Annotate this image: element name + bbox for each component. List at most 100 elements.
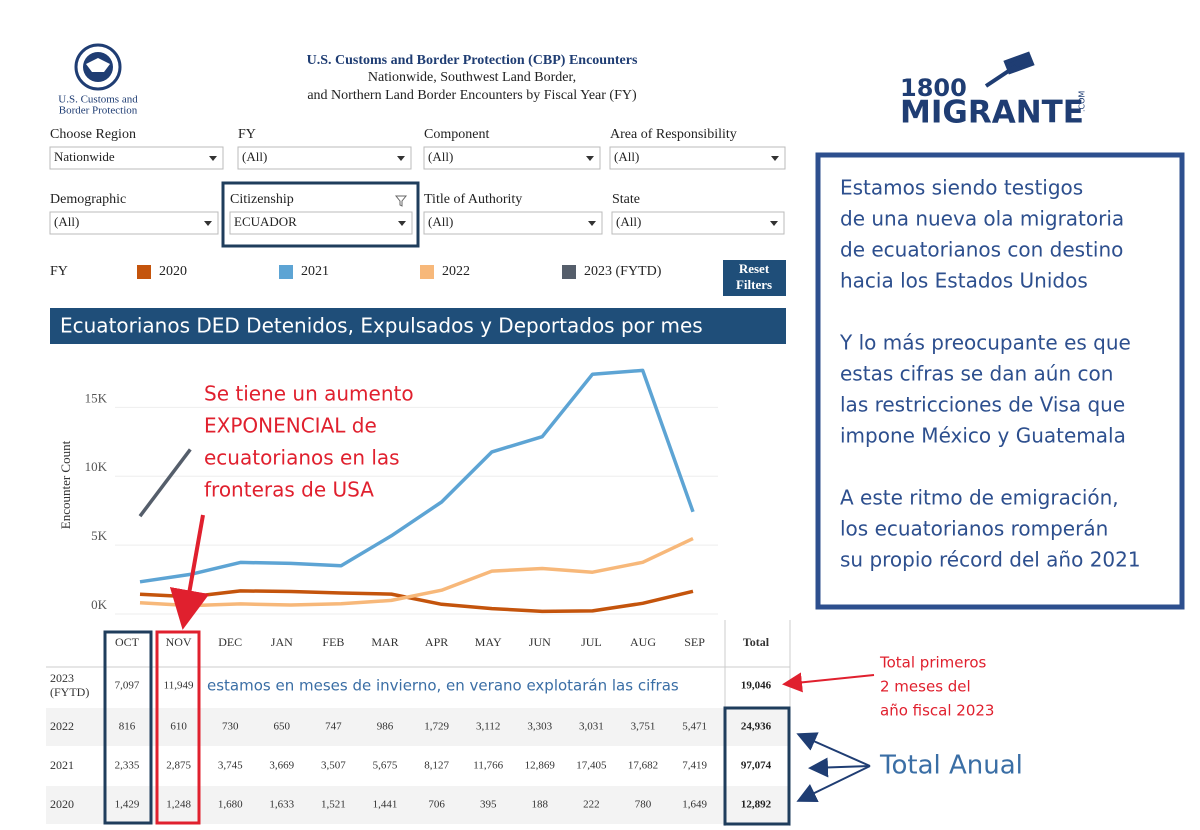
filter-label: State	[612, 192, 640, 207]
filter-dropdown[interactable]: Nationwide	[49, 146, 224, 170]
column-header: Total	[743, 635, 770, 649]
annotation-arrow	[808, 757, 871, 778]
dropdown-arrow	[398, 221, 406, 226]
filter-dropdown[interactable]: (All)	[423, 146, 601, 170]
filter-dropdown[interactable]: (All)	[609, 146, 786, 170]
report-subtitle: and Northern Land Border Encounters by F…	[307, 88, 637, 103]
table-cell: 188	[532, 799, 549, 811]
annotation-arrow	[782, 672, 875, 693]
table-cell: 12,869	[525, 760, 556, 772]
table-cell: 1,441	[373, 799, 398, 811]
table-cell: 5,675	[373, 760, 398, 772]
nov-highlight	[155, 630, 201, 825]
table-cell: 11,949	[164, 680, 194, 692]
table-cell: 3,669	[269, 760, 294, 772]
annotation-arrow	[796, 732, 871, 767]
dropdown-box	[49, 146, 224, 170]
dropdown-box	[611, 211, 785, 235]
dropdown-value: (All)	[242, 149, 267, 164]
y-tick-label: 10K	[85, 459, 108, 474]
agency-name: U.S. Customs and	[58, 94, 138, 106]
row-label: 2023	[50, 671, 74, 685]
table-cell: 3,031	[579, 721, 604, 733]
legend-label: 2020	[159, 264, 187, 279]
brand-name: MIGRANTE	[900, 95, 1084, 131]
chart-annotation: fronteras de USA	[204, 478, 374, 502]
side-text: su propio récord del año 2021	[840, 548, 1141, 572]
oct-highlight	[103, 630, 153, 825]
row-label: 2020	[50, 797, 74, 811]
filter-dropdown[interactable]: (All)	[237, 146, 412, 170]
seal-eagle	[86, 58, 110, 72]
chart-annotation: EXPONENCIAL de	[204, 414, 377, 438]
table-cell: 17,405	[576, 760, 607, 772]
legend-swatch	[420, 265, 434, 279]
y-tick-label: 15K	[85, 390, 108, 405]
filter-label: Area of Responsibility	[610, 127, 737, 142]
table-cell: 1,680	[218, 799, 243, 811]
table-cell: 986	[377, 721, 394, 733]
legend-label: 2023 (FYTD)	[584, 264, 662, 279]
row-note: estamos en meses de invierno, en verano …	[207, 677, 679, 695]
table-cell: 7,419	[682, 760, 707, 772]
table-cell: 1,429	[115, 799, 140, 811]
table-cell: 1,729	[424, 721, 449, 733]
side-text: Estamos siendo testigos	[840, 176, 1083, 200]
dropdown-arrow	[770, 221, 778, 226]
side-box	[815, 152, 1185, 610]
dropdown-box	[423, 211, 603, 235]
table-cell: 222	[583, 799, 600, 811]
report-title: U.S. Customs and Border Protection (CBP)…	[307, 53, 638, 68]
dropdown-arrow	[771, 156, 779, 161]
filter-dropdown[interactable]: ECUADOR	[229, 211, 413, 235]
table-cell: 610	[170, 721, 187, 733]
y-tick-label: 0K	[91, 597, 108, 612]
legend-swatch	[279, 265, 293, 279]
button-bg	[723, 260, 786, 296]
legend-label: 2022	[442, 264, 470, 279]
table-cell: 8,127	[424, 760, 449, 772]
column-header: MAY	[475, 635, 502, 649]
dropdown-box	[609, 146, 786, 170]
filter-label: Citizenship	[230, 192, 294, 207]
y-tick-label: 5K	[91, 528, 108, 543]
chart-title: Ecuatorianos DED Detenidos, Expulsados y…	[60, 314, 703, 338]
filter-dropdown[interactable]: (All)	[423, 211, 603, 235]
dropdown-arrow	[588, 221, 596, 226]
filter-dropdown[interactable]: (All)	[49, 211, 219, 235]
table-cell: 3,112	[476, 721, 500, 733]
total-note: 2 meses del	[880, 678, 971, 696]
series-line	[138, 448, 192, 518]
table-cell: 2,335	[115, 760, 140, 772]
table-cell: 1,521	[321, 799, 346, 811]
dropdown-value: Nationwide	[54, 149, 115, 164]
dropdown-box	[423, 146, 601, 170]
legend-title: FY	[50, 264, 68, 279]
table-cell: 706	[428, 799, 445, 811]
legend-swatch	[562, 265, 576, 279]
side-text: de ecuatorianos con destino	[840, 238, 1123, 262]
report-subtitle: Nationwide, Southwest Land Border,	[368, 70, 576, 85]
filter-dropdown[interactable]: (All)	[611, 211, 785, 235]
table-cell: 650	[274, 721, 291, 733]
table-cell: 17,682	[628, 760, 658, 772]
table-cell: 1,248	[166, 799, 191, 811]
dropdown-value: (All)	[54, 214, 79, 229]
table-cell: 730	[222, 721, 239, 733]
agency-name: Border Protection	[59, 105, 138, 117]
filter-label: Title of Authority	[424, 192, 522, 207]
chart-title-band	[50, 308, 786, 344]
dropdown-box	[237, 146, 412, 170]
column-header: DEC	[218, 635, 242, 649]
row-label: 2021	[50, 758, 74, 772]
table-cell: 3,507	[321, 760, 346, 772]
dropdown-arrow	[397, 156, 405, 161]
total-annual: Total Anual	[879, 751, 1023, 781]
total-note: Total primeros	[879, 654, 987, 672]
table-cell: 1,633	[269, 799, 294, 811]
series-line	[139, 589, 694, 614]
column-header: JUN	[529, 635, 551, 649]
annotation-arrow	[796, 765, 871, 803]
row-band	[46, 786, 790, 824]
